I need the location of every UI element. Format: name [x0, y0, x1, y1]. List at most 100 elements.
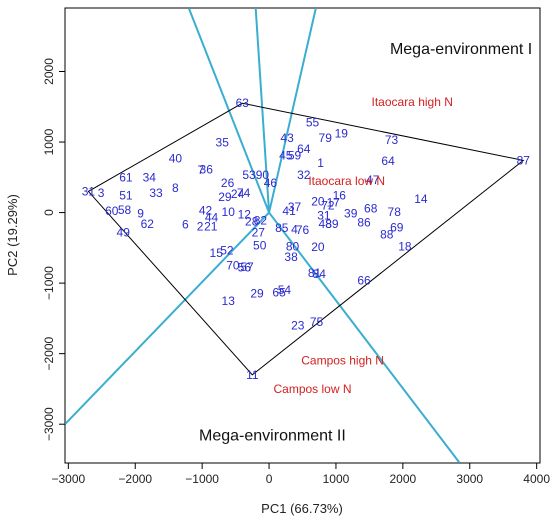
y-tick-label: 1000	[42, 128, 56, 155]
genotype-point-label: 39	[344, 206, 358, 220]
y-tick-label: 0	[42, 209, 56, 216]
sector-line-2	[268, 8, 317, 213]
genotype-point-label: 78	[388, 205, 402, 219]
genotype-point-label: 19	[335, 127, 349, 141]
genotype-point-label: 12	[238, 208, 252, 222]
genotype-point-label: 36	[200, 163, 214, 177]
genotype-point-label: 44	[205, 211, 219, 225]
genotype-point-label: 70	[226, 259, 240, 273]
genotype-point-label: 3	[98, 186, 105, 200]
genotype-point-label: 40	[169, 151, 183, 165]
genotype-point-label: 1	[317, 156, 324, 170]
genotype-point-label: 4	[291, 223, 298, 237]
sector-line-3	[65, 211, 270, 425]
environment-label: Itaocara high N	[372, 95, 453, 109]
genotype-point-label: 87	[517, 153, 531, 167]
x-tick-label: −2000	[118, 472, 152, 486]
genotype-point-label: 26	[221, 176, 235, 190]
genotype-point-label: 48	[319, 217, 333, 231]
genotype-point-label: 23	[291, 318, 305, 332]
genotype-point-label: 32	[297, 168, 311, 182]
genotype-point-label: 50	[253, 239, 267, 253]
genotype-point-label: 73	[385, 133, 399, 147]
genotype-point-label: 2	[197, 220, 204, 234]
x-tick-label: 1000	[323, 472, 350, 486]
genotype-point-label: 45	[279, 148, 293, 162]
genotype-point-label: 55	[306, 115, 320, 129]
genotype-point-label: 59	[288, 148, 302, 162]
mega-environment-labels: Mega-environment I Mega-environment II	[199, 41, 532, 445]
genotype-point-label: 47	[366, 173, 380, 187]
genotype-point-label: 53	[242, 168, 256, 182]
genotype-point-label: 82	[254, 213, 268, 227]
sector-line-1	[187, 8, 270, 213]
genotype-point-label: 13	[222, 294, 236, 308]
genotype-point-label: 34	[143, 170, 157, 184]
genotype-point-label: 66	[357, 273, 371, 287]
y-tick-label: −2000	[42, 336, 56, 370]
genotype-point-label: 11	[246, 368, 259, 382]
genotype-point-label: 76	[296, 223, 310, 237]
genotype-point-label: 52	[220, 244, 234, 258]
genotype-point-label: 41	[282, 204, 296, 218]
genotype-point-label: 33	[149, 186, 163, 200]
genotype-point-label: 7	[197, 163, 204, 177]
genotype-point-label: 75	[310, 315, 324, 329]
genotype-point-label: 10	[222, 205, 236, 219]
genotype-point-label: 72	[321, 199, 335, 213]
environment-labels: Itaocara high N Itaocara low N Campos high…	[273, 95, 452, 396]
genotype-point-label: 24	[231, 187, 245, 201]
polygon-hull	[87, 102, 525, 376]
genotype-point-label: 85	[275, 221, 289, 235]
genotype-point-label: 58	[118, 203, 132, 217]
sector-line-4	[268, 211, 461, 463]
environment-label: Campos low N	[273, 382, 351, 396]
genotype-point-label: 56	[238, 261, 252, 275]
genotype-point-label: 8	[172, 181, 179, 195]
x-tick-label: 2000	[390, 472, 417, 486]
genotype-point-label: 17	[327, 196, 341, 210]
genotype-point-label: 18	[398, 239, 412, 253]
genotype-point-label: 42	[199, 204, 213, 218]
genotype-point-label: 6	[182, 218, 189, 232]
genotype-point-label: 63	[236, 96, 250, 110]
genotype-point-label: 35	[216, 136, 230, 150]
x-tick-label: 4000	[523, 472, 550, 486]
genotype-point-label: 88	[380, 227, 394, 241]
genotype-point-label: 51	[119, 189, 133, 203]
x-tick-label: −3000	[51, 472, 85, 486]
genotype-point-label: 89	[325, 217, 339, 231]
genotype-point-label: 27	[252, 225, 266, 239]
genotype-point-label: 60	[105, 204, 119, 218]
sector-line-5	[254, 8, 271, 213]
genotype-point-label: 21	[204, 220, 218, 234]
x-tick-label: −1000	[185, 472, 219, 486]
genotype-point-label: 9	[137, 206, 144, 220]
x-axis-title: PC1 (66.73%)	[261, 501, 343, 516]
genotype-point-label: 14	[414, 192, 428, 206]
mega-environment-label: Mega-environment I	[390, 41, 532, 58]
genotype-point-label: 28	[245, 215, 259, 229]
genotype-point-label: 38	[284, 250, 298, 264]
genotype-point-label: 84	[313, 267, 327, 281]
x-tick-label: 3000	[456, 472, 483, 486]
genotype-point-label: 57	[240, 260, 254, 274]
y-tick-label: 2000	[42, 58, 56, 85]
genotype-point-label: 29	[250, 287, 264, 301]
genotype-point-label: 31	[317, 208, 331, 222]
y-tick-label: −1000	[42, 266, 56, 300]
polygon-outline	[87, 102, 525, 376]
genotype-point-label: 90	[256, 168, 270, 182]
y-axis: −3000 −2000 −1000 0 1000 2000	[42, 58, 65, 441]
environment-label: Campos high N	[301, 354, 384, 368]
genotype-point-label: 69	[390, 220, 404, 234]
genotype-point-label: 20	[311, 240, 325, 254]
plot-area-frame	[64, 7, 541, 464]
genotype-point-label: 64	[297, 142, 311, 156]
genotype-point-label: 29	[218, 190, 232, 204]
genotype-point-label: 86	[357, 215, 371, 229]
genotype-point-label: 79	[319, 131, 333, 145]
genotype-point-label: 81	[308, 266, 322, 280]
